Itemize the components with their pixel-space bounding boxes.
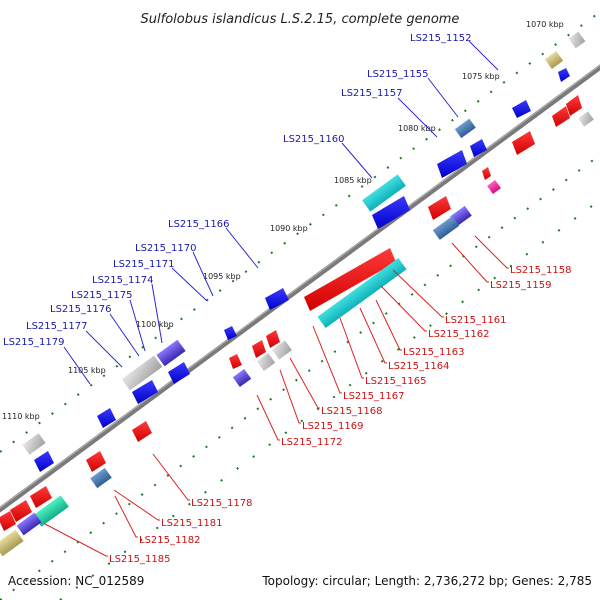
gene-label-reverse: LS215_1169	[302, 421, 363, 432]
gene-forward	[224, 326, 237, 340]
gene-label-reverse: LS215_1165	[365, 376, 426, 387]
gene-reverse	[578, 111, 594, 127]
gene-reverse	[132, 421, 152, 442]
gene-reverse	[252, 340, 266, 358]
gene-forward	[121, 355, 163, 391]
gene-label-forward: LS215_1177	[26, 321, 87, 332]
gene-forward	[437, 150, 467, 178]
gene-label-reverse: LS215_1161	[445, 315, 506, 326]
kbp-label: 1100 kbp	[136, 320, 174, 329]
gene-reverse	[229, 354, 242, 369]
gene-label-forward: LS215_1179	[3, 337, 64, 348]
gene-label-reverse: LS215_1159	[490, 280, 551, 291]
gene-forward	[372, 196, 410, 229]
forward-genes	[22, 31, 586, 472]
gene-label-reverse: LS215_1162	[428, 329, 489, 340]
topology-text: Topology: circular; Length: 2,736,272 bp…	[261, 574, 592, 588]
gene-label-reverse: LS215_1181	[161, 518, 222, 529]
gene-label-reverse: LS215_1178	[191, 498, 252, 509]
inner-scale	[0, 154, 600, 600]
gene-reverse	[232, 369, 252, 387]
gene-label-forward: LS215_1174	[92, 275, 153, 286]
gene-reverse	[304, 248, 396, 311]
gene-label-forward: LS215_1157	[341, 88, 402, 99]
gene-label-forward: LS215_1155	[367, 69, 428, 80]
reverse-leaders	[44, 235, 509, 557]
gene-reverse	[482, 167, 491, 180]
gene-forward	[168, 362, 190, 384]
gene-forward	[22, 433, 46, 455]
gene-label-reverse: LS215_1158	[510, 265, 571, 276]
gene-forward	[454, 118, 476, 139]
gene-forward	[132, 380, 158, 404]
gene-reverse	[566, 95, 582, 116]
gene-reverse	[512, 131, 535, 155]
gene-reverse	[272, 340, 292, 360]
gene-forward	[362, 174, 406, 212]
kbp-label: 1105 kbp	[68, 366, 106, 375]
accession-text: Accession: NC_012589	[8, 574, 144, 588]
gene-forward	[97, 408, 116, 428]
gene-label-forward: LS215_1176	[50, 304, 111, 315]
gene-reverse	[317, 257, 407, 329]
gene-label-reverse: LS215_1182	[139, 535, 200, 546]
forward-leaders	[63, 40, 499, 385]
gene-forward	[558, 68, 570, 82]
gene-forward	[512, 100, 531, 118]
gene-forward	[265, 288, 289, 310]
genome-backbone-highlight	[0, 64, 600, 509]
gene-label-forward: LS215_1160	[283, 134, 344, 145]
kbp-label: 1080 kbp	[398, 124, 436, 133]
gene-reverse	[16, 512, 42, 536]
genome-backbone	[0, 64, 600, 513]
gene-label-forward: LS215_1166	[168, 219, 229, 230]
gene-reverse	[428, 196, 451, 220]
gene-label-reverse: LS215_1167	[343, 391, 404, 402]
gene-reverse	[266, 330, 280, 348]
gene-reverse	[10, 500, 32, 522]
kbp-label: 1095 kbp	[203, 272, 241, 281]
inner-scale-2	[59, 199, 600, 600]
gene-label-forward: LS215_1175	[71, 290, 132, 301]
gene-forward	[156, 339, 186, 367]
gene-label-forward: LS215_1152	[410, 33, 471, 44]
gene-reverse	[33, 495, 69, 527]
kbp-label: 1110 kbp	[2, 412, 40, 421]
gene-forward	[568, 31, 586, 49]
kbp-label: 1090 kbp	[270, 224, 308, 233]
gene-reverse	[0, 529, 24, 557]
gene-label-forward: LS215_1171	[113, 259, 174, 270]
gene-label-reverse: LS215_1163	[403, 347, 464, 358]
gene-label-reverse: LS215_1185	[109, 554, 170, 565]
gene-label-forward: LS215_1170	[135, 243, 196, 254]
gene-reverse	[552, 106, 570, 127]
kbp-label: 1070 kbp	[526, 20, 564, 29]
gene-reverse	[0, 511, 16, 531]
gene-forward	[544, 51, 564, 69]
gene-label-reverse: LS215_1164	[388, 361, 449, 372]
gene-reverse	[86, 451, 106, 472]
gene-reverse	[256, 353, 276, 371]
gene-reverse	[432, 216, 460, 240]
gene-reverse	[90, 467, 112, 489]
gene-forward	[34, 451, 54, 472]
gene-reverse	[487, 180, 501, 194]
kbp-label: 1075 kbp	[462, 72, 500, 81]
gene-forward	[470, 139, 487, 157]
gene-label-reverse: LS215_1168	[321, 406, 382, 417]
gene-label-reverse: LS215_1172	[281, 437, 342, 448]
reverse-genes	[0, 95, 594, 557]
gene-reverse	[30, 486, 52, 508]
kbp-label: 1085 kbp	[334, 176, 372, 185]
chart-title: Sulfolobus islandicus L.S.2.15, complete…	[141, 12, 460, 27]
